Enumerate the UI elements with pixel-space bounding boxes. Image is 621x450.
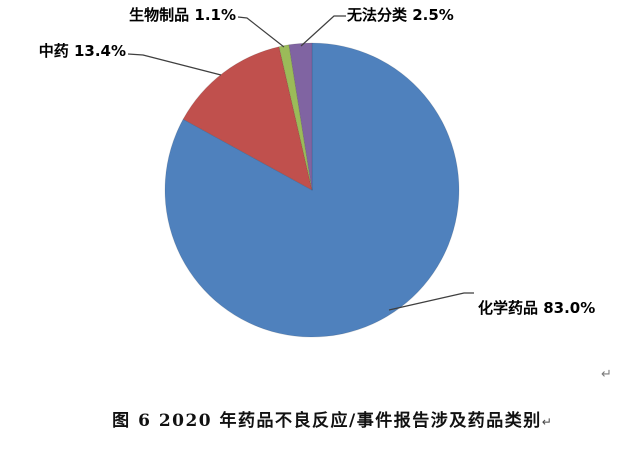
leader-line-chemical-drugs <box>388 292 474 311</box>
leader-line-biological-products <box>237 16 285 48</box>
pie-slice-biological-products <box>278 44 313 191</box>
paragraph-return-mark-icon: ↵ <box>601 367 612 382</box>
slice-label-biological-products: 生物制品 1.1% <box>129 6 236 24</box>
slice-label-chemical-drugs: 化学药品 83.0% <box>478 299 595 317</box>
caption-return-mark-icon: ↵ <box>541 415 552 429</box>
pie-slice-chemical-drugs <box>164 42 460 338</box>
figure-caption-text: 图 6 2020 年药品不良反应/事件报告涉及药品类别 <box>112 411 542 431</box>
pie-slices-group <box>164 42 460 338</box>
leader-line-traditional-chinese-medicine <box>127 53 222 76</box>
pie-slice-unclassifiable <box>288 42 313 191</box>
slice-label-unclassifiable: 无法分类 2.5% <box>346 6 454 24</box>
leader-line-unclassifiable <box>300 15 346 47</box>
figure-caption: 图 6 2020 年药品不良反应/事件报告涉及药品类别↵ <box>42 406 621 431</box>
slice-label-traditional-chinese-medicine: 中药 13.4% <box>39 42 126 60</box>
pie-slice-traditional-chinese-medicine <box>182 46 313 191</box>
